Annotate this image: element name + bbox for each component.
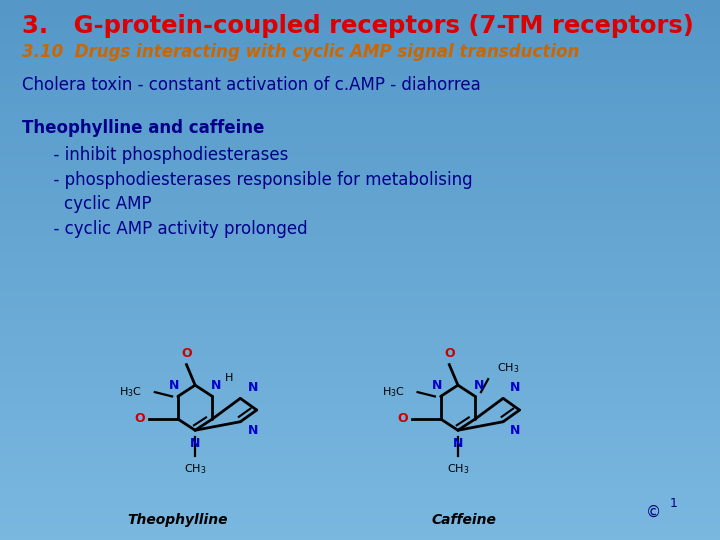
Text: H$_3$C: H$_3$C — [382, 385, 405, 399]
Text: - phosphodiesterases responsible for metabolising: - phosphodiesterases responsible for met… — [22, 171, 472, 189]
Text: 1: 1 — [670, 497, 678, 510]
Text: ©: © — [646, 504, 662, 519]
Text: Cholera toxin - constant activation of c.AMP - diahorrea: Cholera toxin - constant activation of c… — [22, 76, 480, 93]
Text: 3.10  Drugs interacting with cyclic AMP signal transduction: 3.10 Drugs interacting with cyclic AMP s… — [22, 43, 579, 61]
Text: - inhibit phosphodiesterases: - inhibit phosphodiesterases — [22, 146, 288, 164]
Text: N: N — [190, 437, 200, 450]
Text: N: N — [474, 379, 484, 392]
Text: N: N — [248, 424, 258, 437]
Text: O: O — [135, 413, 145, 426]
Text: 3.   G-protein-coupled receptors (7-TM receptors): 3. G-protein-coupled receptors (7-TM rec… — [22, 14, 693, 37]
Text: N: N — [169, 379, 179, 392]
Text: O: O — [397, 413, 408, 426]
Text: H$_3$C: H$_3$C — [119, 385, 142, 399]
Text: N: N — [453, 437, 463, 450]
Text: O: O — [444, 347, 454, 360]
Text: CH$_3$: CH$_3$ — [184, 463, 207, 476]
Text: Caffeine: Caffeine — [432, 513, 497, 527]
Text: N: N — [510, 424, 521, 437]
Text: N: N — [248, 381, 258, 394]
Text: O: O — [181, 347, 192, 360]
Text: N: N — [432, 379, 442, 392]
Text: H: H — [225, 373, 234, 383]
Text: Theophylline and caffeine: Theophylline and caffeine — [22, 119, 264, 137]
Text: CH$_3$: CH$_3$ — [497, 361, 519, 375]
Text: cyclic AMP: cyclic AMP — [22, 195, 151, 213]
Text: - cyclic AMP activity prolonged: - cyclic AMP activity prolonged — [22, 220, 307, 238]
Text: N: N — [510, 381, 521, 394]
Text: N: N — [211, 379, 221, 392]
Text: Theophylline: Theophylline — [127, 513, 228, 527]
Text: CH$_3$: CH$_3$ — [446, 463, 469, 476]
